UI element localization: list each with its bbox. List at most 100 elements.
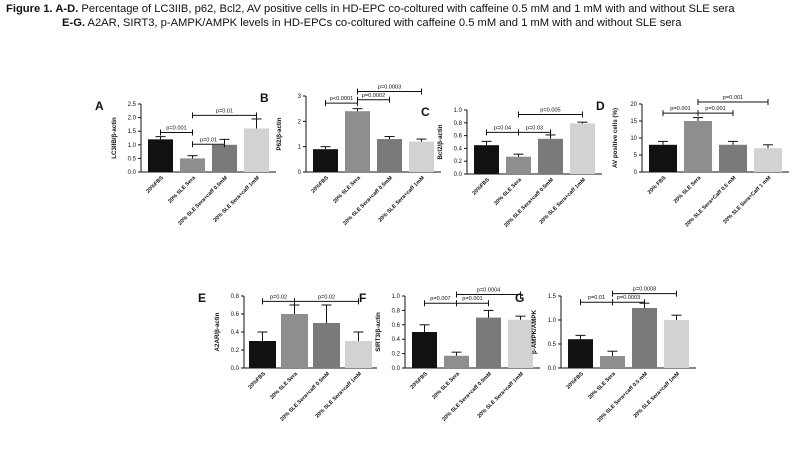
panel-a-ytick-label-1: 0.5 [128,156,137,162]
panel-f-category-label-0: 20%FBS [409,371,429,391]
caption-line-2-bold: E-G. [62,17,85,29]
panel-g-sig-label-1: p=0.0003 [617,295,641,301]
panel-c-ytick-label-2: 0.4 [454,146,463,152]
figure-caption: Figure 1. A-D. Percentage of LC3IIB, p62… [6,2,796,30]
panel-e-category-label-1: 20% SLE Sera [269,370,299,400]
panel-f-category-label-1: 20% SLE Sera [431,370,461,400]
panel-c-bar-1 [506,156,531,174]
panel-c-ytick-label-5: 1.0 [454,108,463,114]
panel-c-sig-label-2: p=0.005 [540,107,560,113]
panel-g-bar-2 [632,308,657,368]
panel-d-ytick-label-3: 15 [630,119,637,125]
panel-d-ytick-label-1: 5 [634,153,638,159]
panel-e-bar-0 [249,341,276,368]
panel-f-bar-0 [412,332,437,368]
panel-a-ytick-label-0: 0.0 [128,170,137,176]
panel-a-letter: A [95,99,104,113]
panel-b-bar-0 [313,149,338,172]
panel-g-category-label-0: 20%FBS [565,371,585,391]
panel-a-ytick-label-5: 2.5 [128,102,137,108]
panel-a-category-label-0: 20%FBS [145,175,165,195]
panel-c-sig-label-1: p=0.03 [526,125,543,131]
panel-e-ytick-label-4: 0.8 [231,294,240,300]
panel-f-ytick-label-0: 0.0 [392,366,401,372]
panel-b-bar-3 [409,141,434,172]
panel-b-letter: B [260,91,269,105]
panel-a-bar-3 [244,128,269,172]
panel-g-ytick-label-0: 0.0 [548,366,557,372]
panel-b-ytick-label-2: 2 [298,119,302,125]
panel-g-ytick-label-3: 1.5 [548,294,557,300]
panel-d-category-label-0: 20% FBS [647,175,668,196]
panel-c-bar-2 [538,138,563,174]
panel-d-letter: D [596,99,605,113]
caption-line-1-text: Percentage of LC3IIB, p62, Bcl2, AV posi… [78,3,735,15]
panel-e-bar-3 [345,341,372,368]
panel-a-bar-0 [148,139,173,172]
panel-d-ylabel: AV positive cells (%) [612,108,619,168]
panel-a-ytick-label-4: 2.0 [128,116,137,122]
panel-f-ytick-label-5: 1.0 [392,294,401,300]
panel-g-bar-0 [568,339,593,368]
panel-f-sig-label-2: p=0.0004 [477,288,501,294]
panel-a-bar-1 [180,158,205,172]
panel-g-ytick-label-2: 1.0 [548,318,557,324]
panel-b-ylabel: P62/β-actin [276,117,283,150]
panel-d-bar-2 [719,144,747,172]
panel-e-ytick-label-2: 0.4 [231,330,240,336]
panel-c-bar-3 [570,123,595,174]
panel-f-ytick-label-4: 0.8 [392,308,401,314]
caption-line-1: Figure 1. A-D. Percentage of LC3IIB, p62… [6,2,796,16]
panel-a-bar-2 [212,144,237,172]
panel-f-sig-label-1: p=0.001 [462,296,482,302]
panel-a-ytick-label-3: 1.5 [128,129,137,135]
panel-f-bar-3 [508,319,533,368]
panel-g-sig-label-2: p=0.0008 [633,287,657,293]
panel-d-bar-1 [684,121,712,172]
panel-d-ytick-label-4: 20 [630,102,637,108]
caption-line-1-bold: Figure 1. A-D. [6,3,79,15]
panel-a-sig-label-0: p=0.001 [166,126,186,132]
panel-g-bar-3 [664,320,689,368]
panel-d-bar-0 [649,144,677,172]
panel-g-category-label-1: 20% SLE Sera [587,370,617,400]
panel-b-category-label-1: 20% SLE Sera [332,174,362,204]
panel-d-sig-label-0: p=0.001 [670,106,690,112]
panel-g-ytick-label-1: 0.5 [548,342,557,348]
panel-g-sig-label-0: p=0.01 [588,295,605,301]
panel-b-sig-label-1: p=0.0002 [362,93,386,99]
panel-c-ytick-label-1: 0.2 [454,159,463,165]
panel-b-ytick-label-1: 1 [298,145,302,151]
panel-f-sig-label-0: p=0.007 [430,296,450,302]
panel-b-ytick-label-3: 3 [298,94,302,100]
panel-e-ytick-label-1: 0.2 [231,348,240,354]
panel-a-ylabel: LC3IIB/β-actin [111,117,118,159]
panel-g-ylabel: p-AMPK/AMPK [531,309,538,354]
panel-b-bar-1 [345,111,370,172]
panel-a-sig-label-2: p=0.01 [216,108,233,114]
panel-e-letter: E [198,291,206,305]
panel-e-bar-2 [313,323,340,368]
panel-c-letter: C [421,105,430,119]
panel-e-ylabel: A2AR/β-actin [214,312,221,351]
panel-c-category-label-0: 20%FBS [471,177,491,197]
panel-c-ytick-label-3: 0.6 [454,134,463,140]
panel-d-sig-label-2: p=0.001 [723,95,743,101]
panel-d-ytick-label-2: 10 [630,136,637,142]
panel-a-ytick-label-2: 1.0 [128,143,137,149]
panel-b-category-label-0: 20%FBS [310,175,330,195]
panel-f-letter: F [359,291,366,305]
panel-f-bar-2 [476,317,501,368]
panel-e-category-label-0: 20%FBS [247,371,267,391]
caption-line-2: E-G. A2AR, SIRT3, p-AMPK/AMPK levels in … [6,16,796,30]
panel-c-ytick-label-0: 0.0 [454,172,463,178]
panel-c-bar-0 [474,145,499,174]
panel-g-bar-1 [600,356,625,368]
panel-a-sig-label-1: p=0.01 [200,137,217,143]
panel-d-sig-label-1: p=0.001 [705,106,725,112]
panel-e-ytick-label-3: 0.6 [231,312,240,318]
panel-f-ylabel: SIRT3/β-actin [375,312,382,352]
panel-f-bar-1 [444,355,469,368]
panel-f-ytick-label-3: 0.6 [392,323,401,329]
